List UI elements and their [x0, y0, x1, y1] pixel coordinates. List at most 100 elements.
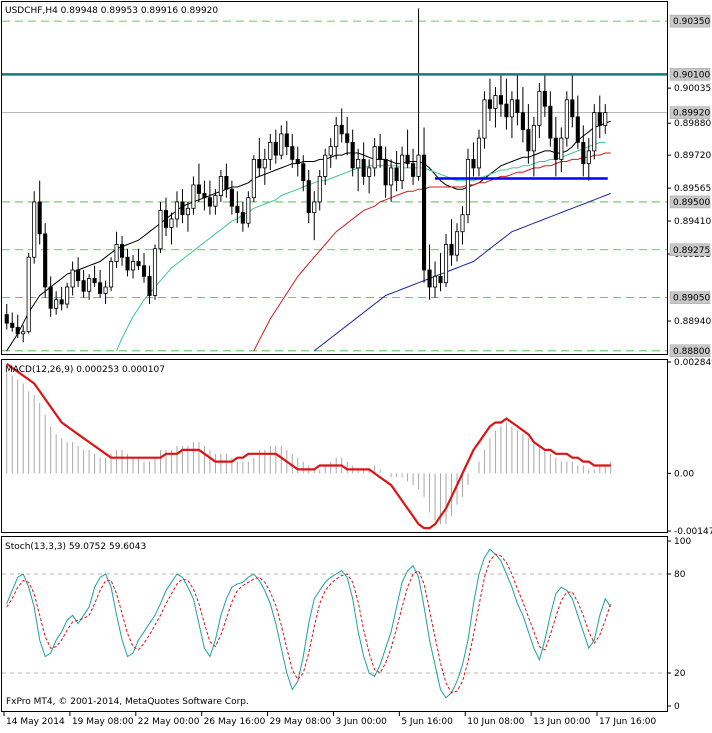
macd-axis: 0.002849 0.00 -0.001475 — [667, 358, 712, 537]
candle-body-85 — [471, 158, 476, 169]
candle-body-99 — [548, 105, 553, 139]
candle-body-109 — [603, 112, 608, 126]
candle-body-98 — [542, 90, 547, 107]
candle-body-18 — [103, 286, 108, 294]
candle-33 — [185, 201, 190, 232]
candle-body-25 — [141, 265, 147, 277]
macd-tick-label-1: 0.00 — [674, 469, 694, 479]
candle-38 — [213, 189, 218, 215]
candle-87 — [482, 91, 487, 149]
candle-body-90 — [498, 95, 503, 105]
candle-body-81 — [449, 244, 454, 256]
candle-60 — [334, 116, 339, 160]
candle-body-23 — [130, 261, 136, 271]
candle-30 — [169, 212, 174, 245]
candle-81 — [449, 218, 454, 266]
candle-49 — [273, 129, 278, 164]
price-highlight-label-3: 0.89500 — [673, 198, 710, 208]
candle-59 — [328, 138, 333, 168]
candle-body-13 — [76, 269, 81, 282]
candle-body-62 — [345, 133, 350, 143]
candle-63 — [350, 129, 355, 177]
candle-body-7 — [43, 233, 48, 288]
candle-10 — [59, 287, 64, 311]
candle-22 — [125, 248, 130, 277]
candle-body-59 — [328, 146, 333, 156]
macd-tick-label-0: 0.002849 — [674, 358, 712, 368]
candle-body-2 — [15, 327, 20, 335]
candle-12 — [70, 261, 75, 296]
candle-54 — [301, 155, 306, 192]
candle-body-20 — [114, 244, 119, 262]
stoch-panel-frame — [1, 536, 668, 712]
candle-body-108 — [597, 112, 602, 126]
candle-body-86 — [476, 137, 482, 169]
stoch-layer — [2, 548, 667, 699]
candle-64 — [356, 148, 361, 192]
candle-body-97 — [537, 90, 542, 126]
candle-9 — [54, 291, 59, 315]
candle-body-52 — [290, 146, 295, 160]
candle-body-30 — [169, 218, 174, 228]
candle-72 — [400, 146, 405, 190]
stoch-main-line — [6, 548, 612, 699]
candle-body-33 — [185, 207, 190, 216]
candle-body-70 — [389, 167, 394, 186]
candle-body-80 — [443, 244, 449, 284]
candle-body-32 — [180, 201, 185, 216]
candle-body-48 — [268, 141, 273, 160]
candle-body-100 — [553, 137, 558, 160]
time-label-9: 17 Jun 16:00 — [599, 717, 656, 727]
candle-84 — [465, 148, 471, 224]
candle-68 — [378, 133, 383, 168]
candle-94 — [520, 87, 525, 143]
candle-body-41 — [229, 188, 234, 207]
candle-26 — [147, 265, 152, 305]
candle-body-101 — [559, 137, 564, 160]
candle-67 — [372, 138, 377, 177]
candle-body-64 — [356, 158, 361, 169]
candle-20 — [114, 231, 119, 268]
candle-body-39 — [218, 176, 223, 196]
candle-body-17 — [98, 282, 103, 294]
moving-average-1 — [116, 141, 606, 351]
candle-62 — [345, 116, 350, 156]
candle-body-46 — [257, 158, 262, 169]
candle-body-24 — [136, 261, 141, 267]
candle-body-88 — [487, 99, 492, 109]
candle-108 — [597, 95, 602, 139]
stoch-tick-label-0: 100 — [674, 537, 691, 547]
candle-body-92 — [509, 99, 514, 118]
symbol-header: USDCHF,H4 0.89948 0.89953 0.89916 0.8992… — [5, 6, 218, 16]
price-highlight-label-5: 0.89050 — [673, 294, 710, 304]
candle-body-47 — [262, 158, 267, 169]
candle-44 — [246, 191, 251, 228]
candle-body-77 — [427, 269, 432, 288]
candle-106 — [586, 138, 591, 181]
candle-body-42 — [235, 205, 240, 213]
price-highlight-label-4: 0.89275 — [673, 246, 710, 256]
candle-91 — [504, 78, 509, 130]
candle-body-29 — [163, 210, 169, 228]
price-highlight-box-0 — [669, 14, 711, 28]
candle-body-82 — [454, 231, 460, 256]
candle-body-53 — [295, 158, 300, 165]
candle-body-6 — [37, 201, 42, 235]
price-highlight-box-4 — [669, 243, 711, 257]
candle-105 — [581, 125, 586, 177]
candle-70 — [389, 159, 394, 202]
candle-15 — [87, 274, 92, 300]
candle-45 — [251, 155, 256, 202]
candle-34 — [191, 176, 196, 215]
candle-body-43 — [240, 212, 245, 224]
candle-78 — [432, 261, 438, 298]
candle-97 — [537, 82, 542, 139]
price-highlight-box-2 — [669, 106, 711, 119]
candle-51 — [284, 121, 289, 156]
candle-body-19 — [109, 261, 114, 288]
candle-55 — [306, 170, 311, 224]
candle-25 — [141, 252, 147, 283]
candle-1 — [10, 312, 15, 332]
candle-body-4 — [26, 256, 31, 333]
